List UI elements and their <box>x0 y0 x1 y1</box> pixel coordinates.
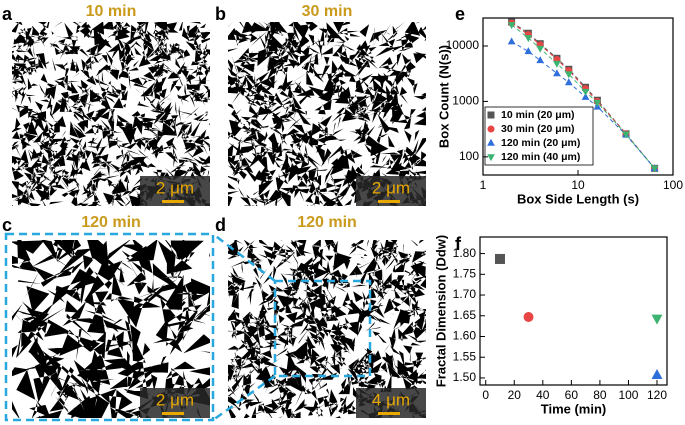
domains <box>12 22 210 206</box>
panel-title: 120 min <box>297 214 357 231</box>
y-tick-label: 1.70 <box>453 287 477 301</box>
legend-marker <box>487 138 495 146</box>
scale-label: 2 μm <box>156 178 194 197</box>
y-axis-label: Fractal Dimension (Ddw) <box>433 235 448 387</box>
panel-label: d <box>215 215 226 235</box>
marker <box>507 37 516 45</box>
panel-label: f <box>455 234 462 254</box>
y-tick-label: 1.75 <box>453 266 477 280</box>
panel-title: 30 min <box>302 3 353 20</box>
y-tick-label: 1.50 <box>453 370 477 384</box>
marker <box>564 78 573 86</box>
scale-bar <box>378 412 400 415</box>
zoom-box <box>4 232 215 422</box>
marker <box>524 35 533 43</box>
x-axis-label: Time (min) <box>541 401 607 416</box>
scale-bar <box>378 200 400 203</box>
marker <box>651 369 663 380</box>
marker <box>581 92 590 100</box>
x-axis-label: Box Side Length (s) <box>517 191 639 206</box>
panel-label: a <box>2 4 13 24</box>
scale-label: 2 μm <box>156 390 194 409</box>
marker <box>536 45 545 53</box>
x-tick-label: 1 <box>480 178 487 192</box>
x-tick-label: 80 <box>593 388 607 402</box>
panel-title: 120 min <box>81 214 141 231</box>
panel-label: c <box>2 215 12 235</box>
panel-label: b <box>215 4 226 24</box>
x-tick-label: 120 <box>647 388 667 402</box>
marker <box>650 165 659 173</box>
legend-marker <box>487 111 495 119</box>
panel-label: e <box>455 4 465 24</box>
marker <box>553 69 561 77</box>
micrograph <box>12 22 210 206</box>
legend-marker <box>487 154 495 162</box>
x-tick-label: 0 <box>482 388 489 402</box>
x-tick-label: 100 <box>663 178 683 192</box>
x-tick-label: 20 <box>508 388 522 402</box>
scale-label: 4 μm <box>372 390 410 409</box>
scale-bar <box>162 200 184 203</box>
marker <box>507 22 516 30</box>
panel-title: 10 min <box>86 3 137 20</box>
legend-label: 120 min (40 μm) <box>501 151 580 163</box>
y-tick-label: 1.60 <box>453 329 477 343</box>
y-tick-label: 10000 <box>446 38 480 52</box>
x-tick-label: 10 <box>571 178 585 192</box>
legend-label: 120 min (20 μm) <box>501 137 580 149</box>
scale-bar <box>162 412 184 415</box>
x-tick-label: 100 <box>618 388 638 402</box>
y-tick-label: 1000 <box>452 94 479 108</box>
marker <box>494 253 505 264</box>
marker <box>581 88 590 96</box>
y-tick-label: 100 <box>459 149 479 163</box>
legend-marker <box>487 125 495 133</box>
y-tick-label: 1.65 <box>453 308 477 322</box>
scale-label: 2 μm <box>372 178 410 197</box>
marker <box>524 47 533 55</box>
marker <box>593 99 602 107</box>
marker <box>553 60 561 68</box>
marker <box>651 314 663 325</box>
zoom-box <box>273 279 372 378</box>
legend-label: 30 min (20 μm) <box>501 123 575 135</box>
marker <box>564 71 573 79</box>
legend-box <box>484 106 594 166</box>
marker <box>536 56 545 64</box>
x-tick-label: 60 <box>565 388 579 402</box>
domains <box>228 22 426 206</box>
marker <box>523 312 534 323</box>
legend-label: 10 min (20 μm) <box>501 109 575 121</box>
y-axis-label: Box Count (N(s)) <box>436 45 451 148</box>
marker <box>622 131 630 139</box>
series-line <box>511 41 655 169</box>
x-tick-label: 40 <box>536 388 550 402</box>
micrograph <box>228 22 426 206</box>
plot-frame <box>479 236 668 386</box>
y-tick-label: 1.80 <box>453 246 477 260</box>
y-tick-label: 1.55 <box>453 349 477 363</box>
